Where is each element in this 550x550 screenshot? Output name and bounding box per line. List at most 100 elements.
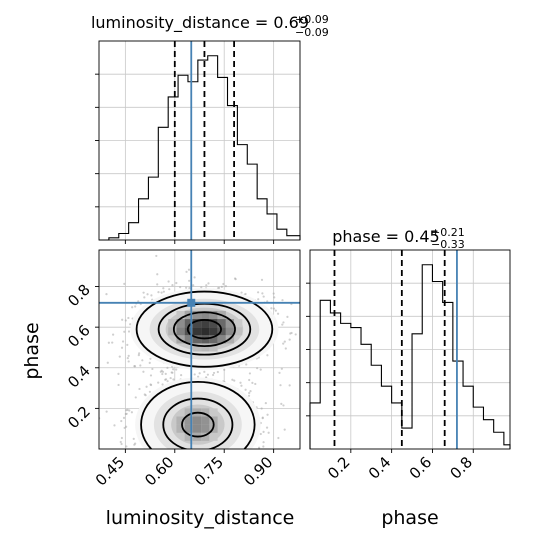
- sample-point: [200, 455, 202, 457]
- sample-point: [191, 454, 193, 456]
- sample-point: [240, 384, 243, 387]
- sample-point: [150, 294, 153, 297]
- density-cell: [192, 424, 202, 433]
- sample-point: [157, 381, 160, 384]
- sample-point: [106, 361, 109, 364]
- density-cell: [209, 310, 218, 320]
- density-cell: [209, 343, 218, 352]
- sample-point: [244, 388, 247, 391]
- sample-point: [154, 454, 156, 456]
- y-tick-label: 0.6: [64, 321, 94, 351]
- sample-point: [129, 473, 131, 475]
- sample-point: [179, 469, 181, 471]
- sample-point: [174, 453, 176, 455]
- sample-point: [177, 451, 179, 453]
- sample-point: [247, 394, 251, 397]
- sample-point: [282, 342, 285, 345]
- histogram-step: [309, 264, 511, 449]
- density-cell: [184, 416, 193, 425]
- density-cells: [168, 310, 243, 441]
- sample-point: [149, 374, 153, 377]
- density-cell: [201, 327, 210, 336]
- sample-point: [232, 453, 234, 455]
- contour-line: [135, 290, 274, 368]
- sample-point: [254, 382, 257, 386]
- sample-point: [133, 365, 137, 368]
- sample-point: [305, 320, 307, 322]
- sample-point: [159, 370, 162, 373]
- sample-point: [155, 254, 158, 258]
- density-cell: [184, 335, 193, 344]
- sample-point: [196, 245, 198, 247]
- density-cell: [168, 327, 177, 336]
- y-tick-label: 0.8: [64, 281, 94, 311]
- density-cell: [217, 335, 226, 344]
- sample-point: [193, 373, 196, 376]
- sample-point: [126, 357, 129, 360]
- density-cell: [176, 310, 185, 320]
- x-axis-label-luminosity-distance: luminosity_distance: [106, 507, 295, 529]
- sample-point: [251, 381, 254, 384]
- y-tick-label: 0.2: [64, 402, 94, 432]
- sample-point: [134, 305, 137, 308]
- sample-point: [229, 458, 231, 460]
- sample-point: [249, 449, 251, 451]
- sample-point: [262, 441, 265, 444]
- sample-point: [248, 378, 251, 382]
- sample-point: [156, 283, 159, 286]
- sample-point: [204, 449, 206, 451]
- density-cell: [217, 319, 226, 328]
- sample-point: [147, 451, 149, 453]
- sample-point: [83, 390, 85, 392]
- sample-point: [111, 341, 114, 344]
- sample-point: [260, 278, 264, 281]
- sample-point: [200, 286, 203, 289]
- sample-point: [247, 459, 249, 461]
- sample-point: [272, 292, 275, 295]
- density-cell: [192, 343, 202, 352]
- sample-point: [168, 288, 171, 291]
- sample-point: [242, 465, 244, 467]
- sample-point: [187, 268, 191, 271]
- sample-point: [222, 282, 225, 286]
- sample-point: [161, 370, 165, 373]
- title-phase: phase = 0.45: [332, 227, 439, 246]
- histogram-step: [99, 55, 301, 241]
- sample-point: [197, 461, 199, 463]
- sample-point: [141, 359, 144, 362]
- sample-point: [169, 376, 172, 380]
- sample-point: [209, 490, 211, 492]
- sample-point: [127, 360, 130, 363]
- sample-point: [239, 381, 242, 384]
- sample-point: [121, 318, 124, 321]
- sample-point: [179, 285, 182, 289]
- sample-point: [120, 346, 124, 349]
- contour-line: [181, 411, 215, 438]
- sample-point: [288, 338, 291, 341]
- sample-point: [167, 280, 170, 283]
- sample-point: [118, 355, 121, 358]
- density-cell: [168, 319, 177, 328]
- sample-point: [161, 383, 164, 386]
- density-cell: [176, 319, 185, 328]
- sample-point: [264, 401, 267, 405]
- x-tick-label: 0.8: [446, 453, 476, 483]
- sample-point: [143, 449, 145, 451]
- title-phase-lower: −0.33: [431, 238, 465, 251]
- sample-point: [280, 367, 283, 370]
- sample-point: [262, 295, 265, 298]
- sample-point: [139, 364, 142, 367]
- sample-point: [259, 368, 262, 371]
- sample-point: [233, 379, 236, 382]
- sample-point: [161, 372, 164, 376]
- sample-point: [222, 475, 224, 477]
- density-cell: [192, 319, 202, 328]
- sample-point: [262, 430, 265, 433]
- sample-point: [230, 481, 232, 483]
- sample-point: [137, 354, 140, 357]
- density-cell: [201, 416, 210, 425]
- sample-point: [205, 284, 208, 287]
- sample-point: [276, 312, 280, 315]
- sample-point: [117, 383, 120, 387]
